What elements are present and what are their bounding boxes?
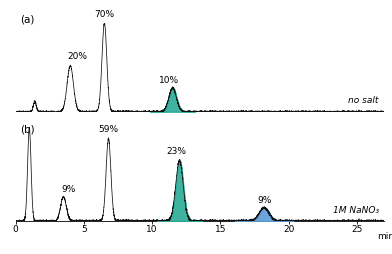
Text: (b): (b) bbox=[20, 124, 35, 134]
Text: 20%: 20% bbox=[67, 52, 87, 61]
Text: 1M NaNO₃: 1M NaNO₃ bbox=[332, 206, 379, 215]
Text: 9%: 9% bbox=[257, 196, 271, 204]
Text: 70%: 70% bbox=[94, 10, 114, 19]
Text: (a): (a) bbox=[20, 15, 34, 25]
Text: 23%: 23% bbox=[167, 147, 187, 156]
Text: 59%: 59% bbox=[98, 125, 118, 134]
Text: 9%: 9% bbox=[62, 185, 76, 194]
Text: min: min bbox=[377, 232, 392, 242]
Text: no salt: no salt bbox=[348, 97, 379, 105]
Text: 10%: 10% bbox=[158, 76, 179, 85]
